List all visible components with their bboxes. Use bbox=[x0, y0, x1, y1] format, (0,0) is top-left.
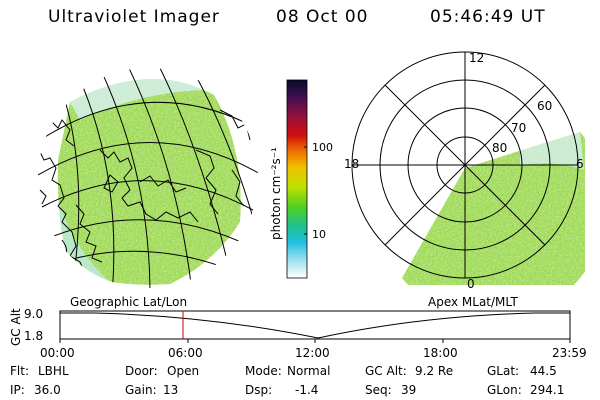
gcalt-value: 9.2 Re bbox=[415, 364, 454, 378]
colorbar-unit: photon cm⁻²s⁻¹ bbox=[269, 147, 283, 240]
mlat-label-60: 60 bbox=[537, 99, 552, 113]
geographic-map bbox=[38, 68, 258, 288]
dsp-label: Dsp: bbox=[245, 383, 273, 397]
altitude-ytick-9: 9.0 bbox=[24, 307, 43, 321]
altitude-plot: GC Alt 9.0 1.8 00:00 06:00 12:00 18:00 2… bbox=[9, 307, 587, 360]
polar-map: 12 18 6 0 60 70 80 bbox=[344, 51, 585, 291]
time-tick-0600: 06:00 bbox=[168, 346, 203, 360]
time-tick-1800: 18:00 bbox=[423, 346, 458, 360]
glon-value: 294.1 bbox=[530, 383, 565, 397]
date-label: 08 Oct 00 bbox=[276, 7, 369, 27]
mlat-label-70: 70 bbox=[511, 121, 526, 135]
instrument-title: Ultraviolet Imager bbox=[48, 7, 220, 27]
time-tick-1200: 12:00 bbox=[295, 346, 330, 360]
coastlines bbox=[38, 109, 251, 277]
mlt-label-12: 12 bbox=[469, 51, 484, 65]
altitude-ytick-1: 1.8 bbox=[24, 329, 43, 343]
filter-value: LBHL bbox=[38, 364, 69, 378]
mlt-label-18: 18 bbox=[344, 157, 359, 171]
glat-label: GLat: bbox=[487, 364, 520, 378]
door-value: Open bbox=[167, 364, 200, 378]
dsp-value: -1.4 bbox=[295, 383, 319, 397]
door-label: Door: bbox=[125, 364, 158, 378]
apex-caption: Apex MLat/MLT bbox=[428, 295, 518, 309]
mode-value: Normal bbox=[287, 364, 331, 378]
mode-label: Mode: bbox=[245, 364, 282, 378]
seq-label: Seq: bbox=[365, 383, 392, 397]
altitude-ylabel: GC Alt bbox=[9, 308, 23, 346]
glat-value: 44.5 bbox=[530, 364, 557, 378]
mlt-label-6: 6 bbox=[576, 157, 584, 171]
ip-label: IP: bbox=[10, 383, 25, 397]
colorbar-tick-10: 10 bbox=[312, 228, 326, 241]
colorbar-tick-100: 100 bbox=[312, 141, 333, 154]
seq-value: 39 bbox=[401, 383, 417, 397]
time-tick-0000: 00:00 bbox=[40, 346, 75, 360]
gain-label: Gain: bbox=[125, 383, 157, 397]
gcalt-label: GC Alt: bbox=[365, 364, 407, 378]
time-label: 05:46:49 UT bbox=[430, 7, 546, 27]
right-emission-image bbox=[402, 132, 585, 285]
filter-label: Flt: bbox=[10, 364, 29, 378]
geographic-caption: Geographic Lat/Lon bbox=[70, 295, 188, 309]
gain-value: 13 bbox=[163, 383, 179, 397]
mlt-label-0: 0 bbox=[467, 277, 475, 291]
glon-label: GLon: bbox=[487, 383, 522, 397]
ip-value: 36.0 bbox=[34, 383, 61, 397]
color-scale: 100 10 photon cm⁻²s⁻¹ bbox=[269, 79, 333, 279]
left-emission-image bbox=[57, 79, 241, 285]
time-tick-2359: 23:59 bbox=[552, 346, 587, 360]
mlat-label-80: 80 bbox=[492, 141, 507, 155]
